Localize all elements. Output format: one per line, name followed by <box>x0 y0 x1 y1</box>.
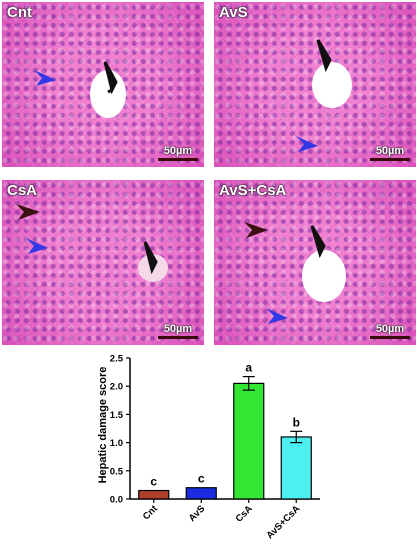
significance-label: a <box>245 361 252 375</box>
bar <box>185 487 217 500</box>
central-vein <box>302 250 346 302</box>
black-arrow-icon <box>143 241 158 275</box>
black-arrow-icon <box>310 225 326 259</box>
y-tick-label: 1.0 <box>110 438 123 449</box>
y-tick-label: 1.5 <box>110 410 124 421</box>
scale-bar: 50µm <box>158 145 198 161</box>
y-tick-label: 2.5 <box>110 354 124 365</box>
panel-cnt: Cnt 50µm <box>2 2 204 167</box>
y-axis-label: Hepatic damage score <box>97 367 109 484</box>
black-arrow-icon <box>103 61 118 95</box>
central-vein <box>312 62 352 108</box>
scale-bar: 50µm <box>370 145 410 161</box>
bar <box>280 436 312 500</box>
significance-label: c <box>150 475 157 489</box>
blue-arrowhead-icon <box>26 238 48 254</box>
blue-arrowhead-icon <box>266 308 288 324</box>
hepatic-damage-chart: Hepatic damage score 0.0 0.5 1.0 1.5 2.0 2.5 c… <box>97 354 320 541</box>
x-tick-label: AvS <box>187 503 208 524</box>
x-tick-label: Cnt <box>141 503 161 523</box>
black-arrow-icon <box>316 39 332 73</box>
scale-bar: 50µm <box>158 323 198 339</box>
y-tick-label: 0.5 <box>110 466 124 477</box>
y-tick-label: 2.0 <box>110 382 123 393</box>
scale-bar: 50µm <box>370 323 410 339</box>
x-tick-label: CsA <box>234 503 255 524</box>
dark-arrowhead-icon <box>244 222 268 238</box>
significance-label: b <box>293 415 300 429</box>
panel-label: AvS+CsA <box>219 182 287 199</box>
blue-arrowhead-icon <box>34 70 56 86</box>
bar <box>138 489 170 500</box>
panel-label: Cnt <box>7 4 32 21</box>
panel-label: AvS <box>219 4 248 21</box>
significance-label: c <box>198 472 205 486</box>
bar <box>233 382 265 500</box>
panel-label: CsA <box>7 182 38 199</box>
x-tick-label: AvS+CsA <box>264 503 302 541</box>
dark-arrowhead-icon <box>16 204 40 220</box>
panel-avscsa: AvS+CsA 50µm <box>214 180 416 345</box>
blue-arrowhead-icon <box>296 136 318 152</box>
panel-csa: CsA 50µm <box>2 180 204 345</box>
panel-avs: AvS 50µm <box>214 2 416 167</box>
y-tick-label: 0.0 <box>110 495 123 506</box>
